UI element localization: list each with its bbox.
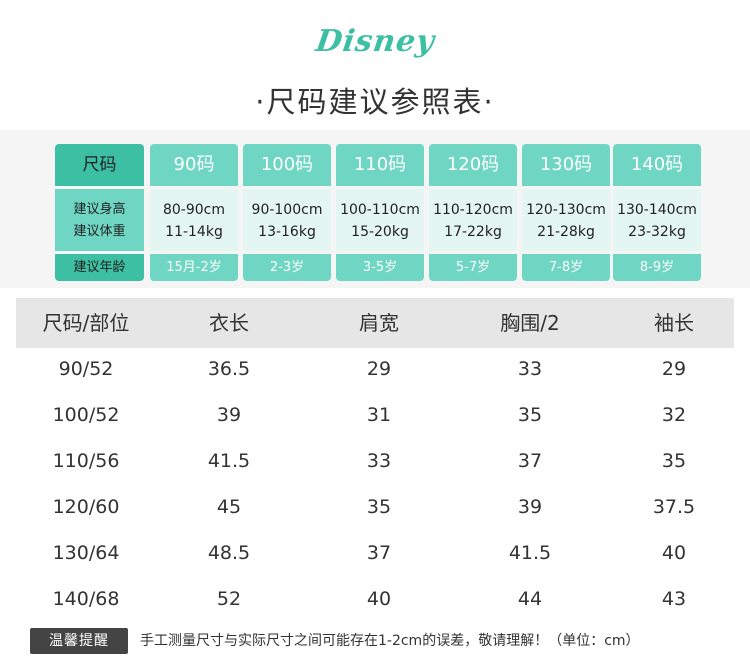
size-body: 130-140cm 23-32kg: [613, 189, 701, 251]
size-column: 120码 110-120cm 17-22kg 5-7岁: [429, 144, 517, 281]
table-cell: 52: [216, 588, 242, 610]
table-cell: 48.5: [207, 542, 251, 564]
table-row: 100/52 39 31 35 32: [16, 392, 734, 438]
header-cell: 尺码/部位: [42, 311, 130, 335]
height-value: 80-90cm: [162, 202, 225, 218]
weight-value: 11-14kg: [165, 224, 223, 240]
height-value: 120-130cm: [526, 202, 606, 218]
size-chart: 尺码 建议身高 建议体重 建议年龄 90码 80-90cm 11-14kg 15…: [55, 144, 701, 281]
header-cell: 袖长: [654, 311, 694, 335]
table-cell: 37.5: [652, 496, 696, 518]
table-cell: 35: [366, 496, 392, 518]
height-value: 90-100cm: [251, 202, 323, 218]
table-cell: 45: [216, 496, 242, 518]
table-cell: 39: [216, 404, 242, 426]
table-row: 90/52 36.5 29 33 29: [16, 346, 734, 392]
header-cell: 胸围/2: [500, 311, 560, 335]
age-value: 15月-2岁: [150, 254, 238, 281]
size-body: 100-110cm 15-20kg: [336, 189, 424, 251]
weight-label: 建议体重: [73, 224, 126, 239]
table-cell: 43: [661, 588, 687, 610]
page-title: ·尺码建议参照表·: [255, 85, 495, 119]
size-column: 140码 130-140cm 23-32kg 8-9岁: [613, 144, 701, 281]
size-column: 110码 100-110cm 15-20kg 3-5岁: [336, 144, 424, 281]
logo-text: Disney: [313, 24, 437, 59]
weight-value: 13-16kg: [258, 224, 316, 240]
header-cell: 衣长: [209, 311, 249, 335]
table-cell: 140/68: [52, 588, 120, 610]
age-value: 5-7岁: [429, 254, 517, 281]
table-cell: 39: [517, 496, 543, 518]
size-body: 110-120cm 17-22kg: [429, 189, 517, 251]
weight-value: 15-20kg: [351, 224, 409, 240]
table-cell: 44: [517, 588, 543, 610]
weight-value: 23-32kg: [628, 224, 686, 240]
age-value: 3-5岁: [336, 254, 424, 281]
table-cell: 29: [366, 358, 392, 380]
age-value: 2-3岁: [243, 254, 331, 281]
table-cell: 35: [661, 450, 687, 472]
table-cell: 33: [517, 358, 543, 380]
table-header: 尺码/部位 衣长 肩宽 胸围/2 袖长: [16, 298, 734, 348]
height-value: 100-110cm: [340, 202, 420, 218]
size-column: 100码 90-100cm 13-16kg 2-3岁: [243, 144, 331, 281]
table-cell: 31: [366, 404, 392, 426]
age-value: 8-9岁: [613, 254, 701, 281]
size-name: 90码: [150, 144, 238, 186]
table-cell: 130/64: [52, 542, 120, 564]
height-value: 110-120cm: [433, 202, 513, 218]
size-name: 130码: [522, 144, 610, 186]
table-row: 120/60 45 35 39 37.5: [16, 484, 734, 530]
table-cell: 110/56: [52, 450, 120, 472]
table-cell: 36.5: [207, 358, 251, 380]
size-name: 110码: [336, 144, 424, 186]
table-row: 110/56 41.5 33 37 35: [16, 438, 734, 484]
table-cell: 37: [366, 542, 392, 564]
table-cell: 32: [661, 404, 687, 426]
size-body: 80-90cm 11-14kg: [150, 189, 238, 251]
table-cell: 29: [661, 358, 687, 380]
height-label: 建议身高: [73, 202, 126, 217]
table-cell: 90/52: [58, 358, 114, 380]
body-labels: 建议身高 建议体重: [55, 189, 144, 251]
table-cell: 100/52: [52, 404, 120, 426]
notice-bar: 温馨提醒 手工测量尺寸与实际尺寸之间可能存在1-2cm的误差，敬请理解！（单位：…: [0, 622, 750, 658]
table-cell: 40: [366, 588, 392, 610]
age-label: 建议年龄: [55, 254, 144, 281]
table-cell: 41.5: [508, 542, 552, 564]
header-cell: 肩宽: [359, 311, 399, 335]
size-name: 120码: [429, 144, 517, 186]
weight-value: 21-28kg: [537, 224, 595, 240]
table-cell: 35: [517, 404, 543, 426]
table-cell: 120/60: [52, 496, 120, 518]
age-value: 7-8岁: [522, 254, 610, 281]
size-header-label: 尺码: [55, 144, 144, 186]
table-cell: 37: [517, 450, 543, 472]
table-cell: 33: [366, 450, 392, 472]
size-body: 120-130cm 21-28kg: [522, 189, 610, 251]
table-row: 140/68 52 40 44 43: [16, 576, 734, 622]
notice-message: 手工测量尺寸与实际尺寸之间可能存在1-2cm的误差，敬请理解！（单位：cm）: [140, 633, 640, 649]
height-value: 130-140cm: [617, 202, 697, 218]
table-cell: 41.5: [207, 450, 251, 472]
table-row: 130/64 48.5 37 41.5 40: [16, 530, 734, 576]
size-name: 140码: [613, 144, 701, 186]
measurement-table: 尺码/部位 衣长 肩宽 胸围/2 袖长 90/52 36.5 29 33 29 …: [16, 298, 734, 616]
size-chart-label-column: 尺码 建议身高 建议体重 建议年龄: [55, 144, 144, 281]
size-column: 90码 80-90cm 11-14kg 15月-2岁: [150, 144, 238, 281]
disney-logo: Disney: [0, 14, 750, 70]
size-column: 130码 120-130cm 21-28kg 7-8岁: [522, 144, 610, 281]
size-name: 100码: [243, 144, 331, 186]
size-body: 90-100cm 13-16kg: [243, 189, 331, 251]
table-cell: 40: [661, 542, 687, 564]
weight-value: 17-22kg: [444, 224, 502, 240]
notice-badge: 温馨提醒: [30, 628, 128, 654]
